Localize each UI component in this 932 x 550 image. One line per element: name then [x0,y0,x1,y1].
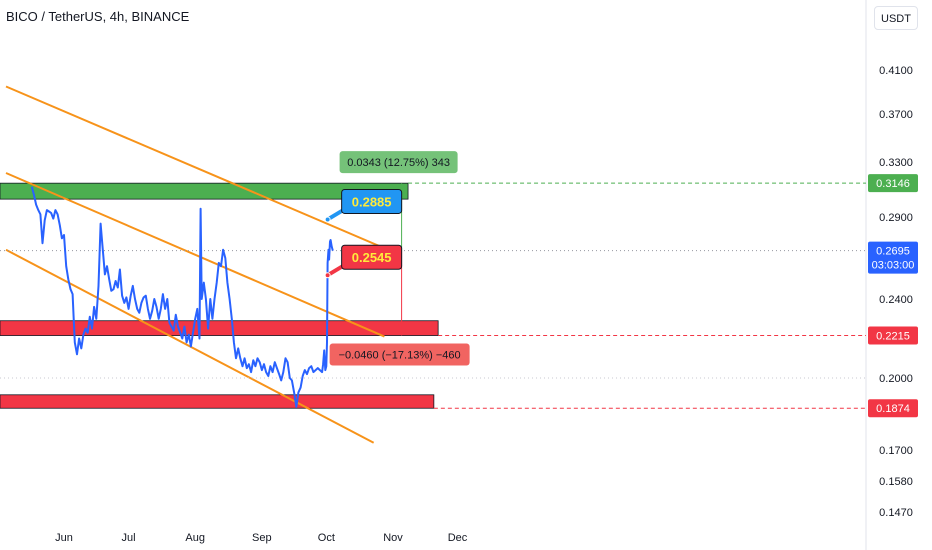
x-tick-label: Aug [185,532,205,544]
price-label-box-2 [868,326,918,345]
price-label-box-0 [868,174,918,193]
measure-label-0: 0.0343 (12.75%) 343 [347,157,450,169]
y-tick-label: 0.3300 [879,157,913,169]
x-tick-label: Jul [122,532,136,544]
x-tick-label: Nov [383,532,403,544]
y-tick-label: 0.4100 [879,65,913,77]
price-labels-layer: 0.3146 0.2695 03:03:00 0.2215 0.1874 [868,174,918,418]
x-axis: Jun Jul Aug Sep Oct Nov Dec [55,532,468,544]
currency-button[interactable]: USDT [874,6,918,30]
y-tick-label: 0.2900 [879,212,913,224]
price-label-0: 0.3146 [876,178,910,190]
zones-layer [0,182,439,409]
price-label-3: 0.1874 [876,403,910,415]
trendline-2 [5,248,375,444]
measure-label-1: −0.0460 (−17.13%) −460 [339,350,461,362]
y-tick-label: 0.3700 [879,109,913,121]
price-label-box-1 [868,241,918,274]
y-axis: 0.4100 0.3700 0.3300 0.2900 0.2400 0.2000 0.17… [879,65,913,519]
price-label-box-3 [868,399,918,418]
zone-1 [0,320,439,336]
price-label-sub-1: 03:03:00 [872,260,915,272]
y-tick-label: 0.2000 [879,373,913,385]
marker-dot-0 [324,216,331,223]
marker-dot-1 [324,272,331,279]
price-label-2: 0.2215 [876,331,910,343]
zone-2 [0,394,435,409]
dashed-lines-layer [0,182,866,409]
y-tick-label: 0.1470 [879,507,913,519]
marker-label-0: 0.2885 [352,194,392,209]
x-tick-label: Jun [55,532,73,544]
trendline-1 [5,172,385,338]
price-label-1: 0.2695 [876,246,910,258]
y-tick-label: 0.1580 [879,476,913,488]
measure-box-1 [329,343,470,366]
zone-0 [0,182,409,200]
measures-layer: 0.0343 (12.75%) 343 −0.0460 (−17.13%) −46… [329,151,470,366]
measure-box-0 [339,151,458,174]
trendline-0 [5,85,402,257]
x-tick-label: Sep [252,532,272,544]
chart-title: BICO / TetherUS, 4h, BINANCE [6,9,190,24]
trendlines-layer [5,85,402,444]
x-tick-label: Dec [448,532,468,544]
marker-box-1 [341,244,403,270]
price-series-line [30,186,334,408]
marker-label-1: 0.2545 [352,250,392,265]
y-tick-label: 0.1700 [879,445,913,457]
x-tick-label: Oct [318,532,335,544]
marker-box-0 [341,188,403,214]
markers-layer: 0.2885 0.2545 [324,188,403,279]
series-layer [30,186,334,408]
y-tick-label: 0.2400 [879,294,913,306]
